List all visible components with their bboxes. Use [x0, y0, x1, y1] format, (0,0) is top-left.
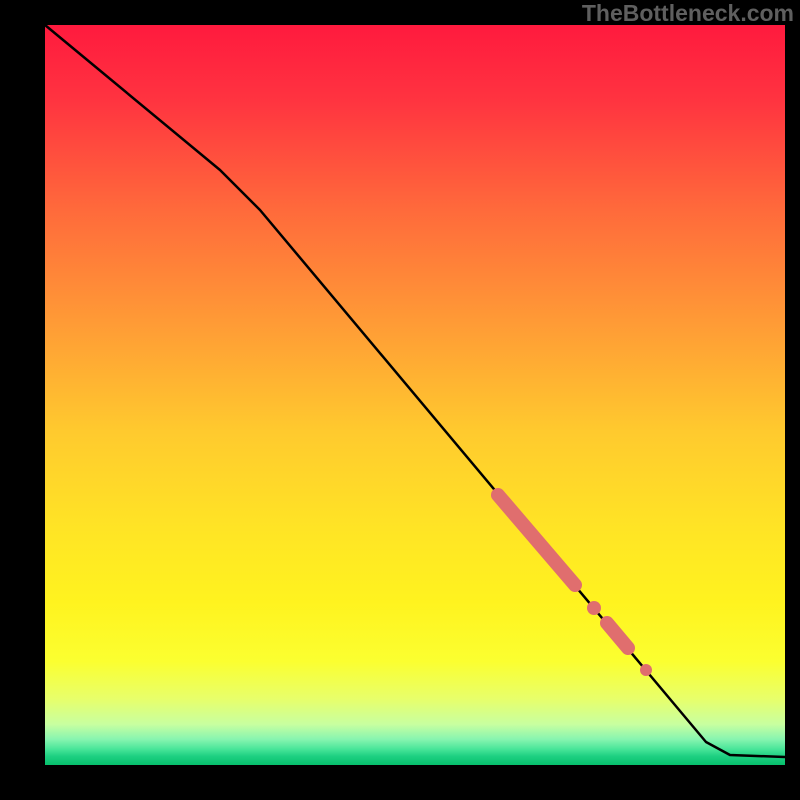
bottleneck-chart [0, 0, 800, 800]
watermark-text: TheBottleneck.com [582, 0, 794, 27]
marker-dot [587, 601, 601, 615]
chart-stage: TheBottleneck.com [0, 0, 800, 800]
marker-dot [640, 664, 652, 676]
